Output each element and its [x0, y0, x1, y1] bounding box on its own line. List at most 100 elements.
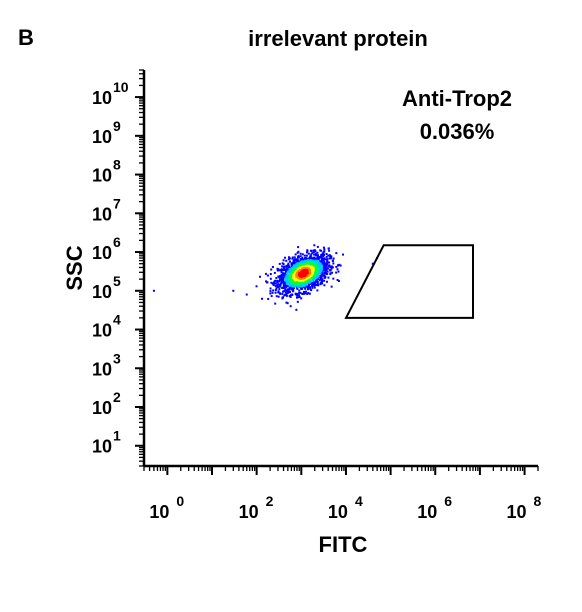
scatter-point — [302, 272, 305, 275]
scatter-point — [285, 294, 288, 297]
scatter-point — [323, 276, 326, 279]
y-tick-exponent: 4 — [113, 312, 121, 328]
scatter-point — [319, 267, 322, 270]
scatter-point — [298, 295, 301, 298]
scatter-point — [283, 256, 286, 259]
scatter-point — [267, 297, 270, 300]
outlier-point — [232, 289, 235, 292]
gate-percent-label: 0.036% — [420, 119, 495, 144]
scatter-point — [321, 269, 324, 272]
scatter-point — [326, 267, 329, 270]
scatter-point — [278, 278, 281, 281]
scatter-point — [305, 258, 308, 261]
scatter-point — [330, 265, 333, 268]
y-tick-base: 10 — [92, 204, 112, 224]
scatter-point — [291, 267, 294, 270]
scatter-point — [290, 265, 293, 268]
scatter-point — [285, 293, 288, 296]
scatter-point — [286, 267, 289, 270]
scatter-point — [259, 275, 262, 278]
scatter-point — [287, 263, 290, 266]
scatter-point — [314, 254, 317, 257]
scatter-point — [299, 252, 302, 255]
scatter-point — [288, 257, 291, 260]
scatter-point — [284, 284, 287, 287]
scatter-point — [313, 284, 316, 287]
scatter-point — [277, 268, 280, 271]
scatter-point — [306, 265, 309, 268]
scatter-point — [275, 287, 278, 290]
scatter-point — [318, 265, 321, 268]
scatter-point — [292, 285, 295, 288]
scatter-point — [310, 253, 313, 256]
scatter-point — [301, 253, 304, 256]
scatter-point — [301, 287, 304, 290]
scatter-point — [310, 266, 313, 269]
scatter-point — [287, 262, 290, 265]
scatter-point — [309, 257, 312, 260]
scatter-point — [288, 282, 291, 285]
scatter-point — [291, 263, 294, 266]
scatter-point — [326, 258, 329, 261]
scatter-point — [298, 276, 301, 279]
scatter-point — [310, 269, 313, 272]
scatter-point — [274, 291, 277, 294]
scatter-point — [320, 249, 323, 252]
scatter-point — [285, 265, 288, 268]
scatter-point — [322, 250, 325, 253]
scatter-point — [306, 249, 309, 252]
scatter-point — [302, 291, 305, 294]
scatter-point — [330, 267, 333, 270]
scatter-point — [275, 295, 278, 298]
scatter-point — [325, 252, 328, 255]
scatter-point — [281, 268, 284, 271]
scatter-point — [321, 279, 324, 282]
scatter-point — [320, 264, 323, 267]
scatter-point — [274, 302, 277, 305]
scatter-point — [308, 292, 311, 295]
x-tick-exponent: 0 — [176, 493, 184, 509]
scatter-point — [288, 295, 291, 298]
scatter-point — [282, 273, 285, 276]
scatter-point — [311, 278, 314, 281]
scatter-point — [323, 248, 326, 251]
scatter-point — [282, 267, 285, 270]
scatter-point — [335, 265, 338, 268]
y-tick-base: 10 — [92, 166, 112, 186]
x-tick-base: 10 — [507, 502, 527, 522]
scatter-point — [269, 287, 272, 290]
scatter-point — [323, 261, 326, 264]
scatter-point — [308, 281, 311, 284]
scatter-point — [313, 286, 316, 289]
scatter-point — [270, 295, 273, 298]
scatter-point — [310, 249, 313, 252]
scatter-point — [326, 273, 329, 276]
scatter-point — [287, 258, 290, 261]
scatter-point — [311, 279, 314, 282]
scatter-point — [296, 293, 299, 296]
scatter-point — [309, 287, 312, 290]
scatter-point — [332, 262, 335, 265]
y-tick-exponent: 3 — [113, 350, 121, 366]
scatter-point — [322, 263, 325, 266]
scatter-point — [288, 275, 291, 278]
y-tick-base: 10 — [92, 88, 112, 108]
scatter-point — [316, 275, 319, 278]
scatter-point — [319, 260, 322, 263]
scatter-point — [277, 269, 280, 272]
scatter-point — [290, 262, 293, 265]
scatter-point — [274, 279, 277, 282]
scatter-point — [316, 264, 319, 267]
y-tick-base: 10 — [92, 127, 112, 147]
gate-name-label: Anti-Trop2 — [402, 86, 512, 111]
scatter-point — [296, 280, 299, 283]
scatter-point — [269, 277, 272, 280]
scatter-point — [287, 281, 290, 284]
scatter-point — [270, 281, 273, 284]
scatter-point — [308, 259, 311, 262]
scatter-point — [307, 292, 310, 295]
scatter-point — [285, 286, 288, 289]
scatter-point — [269, 273, 272, 276]
scatter-point — [271, 266, 274, 269]
scatter-point — [287, 284, 290, 287]
